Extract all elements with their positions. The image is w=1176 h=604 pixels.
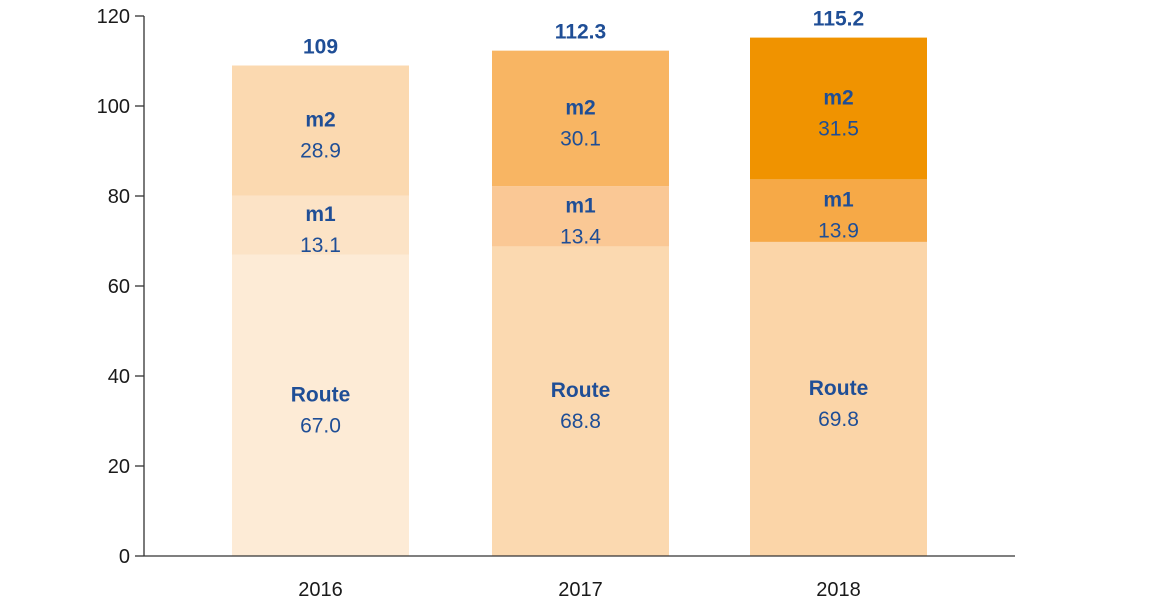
bar-segment-route-2017 [492,246,669,556]
segment-name-label: Route [551,379,611,402]
bar-segment-m2-2017 [492,50,669,187]
bar-segment-route-2018 [750,241,927,556]
segment-value-label: 28.9 [300,140,341,163]
segment-name-label: m1 [305,203,336,226]
segment-name-label: m1 [823,189,854,212]
y-tick-label: 0 [119,546,130,568]
segment-value-label: 13.9 [818,220,859,243]
segment-name-label: m2 [305,109,335,132]
y-tick-label: 80 [108,186,130,208]
segment-value-label: 67.0 [300,414,341,437]
bar-total-label: 115.2 [813,8,864,31]
x-axis-ticks: 2016 2017 2018 [298,579,861,601]
x-tick-label: 2016 [298,579,343,601]
y-tick-label: 100 [97,96,130,118]
x-tick-label: 2017 [558,579,603,601]
bar-segment-route-2016 [232,254,409,556]
segment-value-label: 30.1 [560,127,601,150]
segment-value-label: 69.8 [818,408,859,431]
bar-total-label: 109 [303,36,338,59]
bar-segment-m1-2018 [750,179,927,242]
y-tick-label: 40 [108,366,130,388]
segment-name-label: Route [291,383,351,406]
segment-value-label: 13.1 [300,234,341,257]
segment-name-label: m2 [823,86,853,109]
y-tick-label: 120 [97,6,130,28]
y-axis-ticks: 0 20 40 60 80 100 120 [97,6,144,568]
segment-value-label: 31.5 [818,117,859,140]
bar-segment-m1-2017 [492,186,669,247]
bar-total-label: 112.3 [555,21,606,44]
plot-area: Route 67.0 m1 13.1 m2 28.9 109 Route 68.8 m1 13.4 m… [232,8,927,556]
segment-name-label: m2 [565,96,595,119]
segment-name-label: Route [809,377,869,400]
segment-value-label: 68.8 [560,410,601,433]
bar-segment-m2-2016 [232,65,409,196]
x-tick-label: 2018 [816,579,861,601]
y-tick-label: 20 [108,456,130,478]
bar-segment-m2-2018 [750,37,927,180]
segment-name-label: m1 [565,194,596,217]
bar-segment-m1-2016 [232,195,409,255]
segment-value-label: 13.4 [560,225,601,248]
y-tick-label: 60 [108,276,130,298]
